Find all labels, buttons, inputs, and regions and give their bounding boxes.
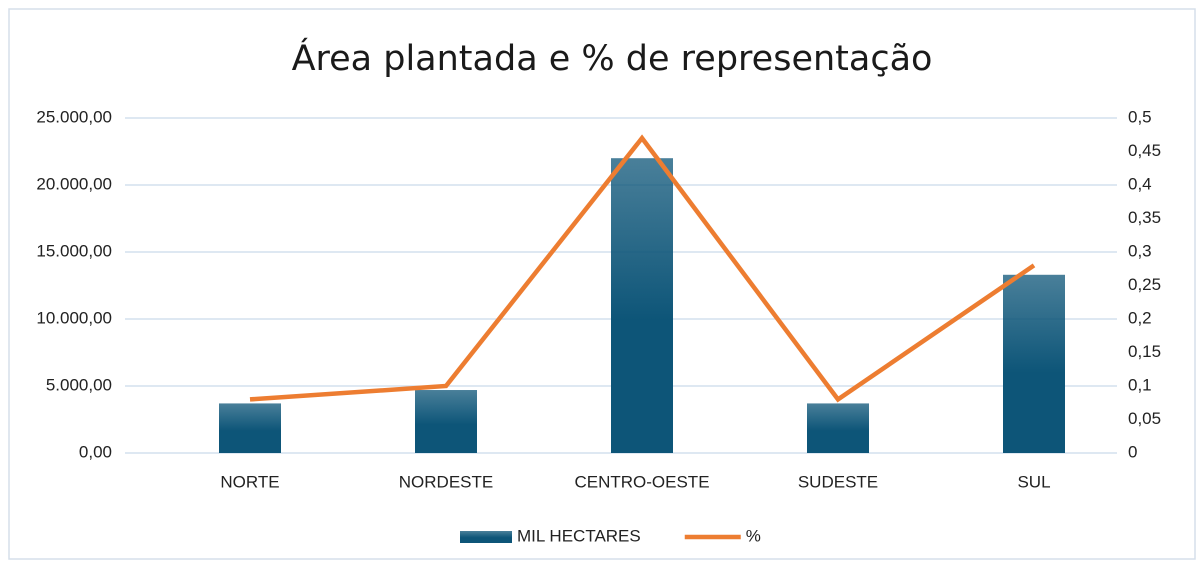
x-tick-label: CENTRO-OESTE	[574, 472, 709, 491]
x-tick-label: SUL	[1017, 472, 1050, 491]
legend-swatch	[460, 531, 512, 543]
y2-tick-label: 0,4	[1128, 174, 1152, 193]
x-tick-label: NORTE	[220, 472, 279, 491]
y-tick-label: 5.000,00	[46, 375, 112, 394]
y2-tick-label: 0,45	[1128, 141, 1161, 160]
y2-tick-label: 0,05	[1128, 409, 1161, 428]
chart-title: Área plantada e % de representação	[292, 37, 933, 79]
line	[249, 134, 1036, 403]
y-tick-label: 10.000,00	[36, 308, 112, 327]
bar	[415, 390, 477, 453]
y-tick-label: 15.000,00	[36, 241, 112, 260]
y-tick-label: 0,00	[79, 442, 112, 461]
y2-tick-label: 0	[1128, 442, 1137, 461]
y2-tick-label: 0,35	[1128, 208, 1161, 227]
y-tick-label: 20.000,00	[36, 174, 112, 193]
bar	[807, 403, 869, 453]
y2-tick-label: 0,3	[1128, 241, 1152, 260]
bar	[611, 158, 673, 453]
bar	[1003, 274, 1065, 453]
bar	[219, 403, 281, 453]
chart-border	[8, 8, 1196, 560]
legend-label: MIL HECTARES	[517, 526, 641, 545]
x-tick-label: SUDESTE	[798, 472, 878, 491]
y2-tick-label: 0,25	[1128, 275, 1161, 294]
y2-tick-label: 0,15	[1128, 342, 1161, 361]
y2-tick-label: 0,2	[1128, 308, 1152, 327]
x-tick-label: NORDESTE	[399, 472, 493, 491]
legend-label: %	[746, 526, 761, 545]
y-tick-label: 25.000,00	[36, 107, 112, 126]
y2-tick-label: 0,1	[1128, 375, 1152, 394]
y2-tick-label: 0,5	[1128, 107, 1152, 126]
